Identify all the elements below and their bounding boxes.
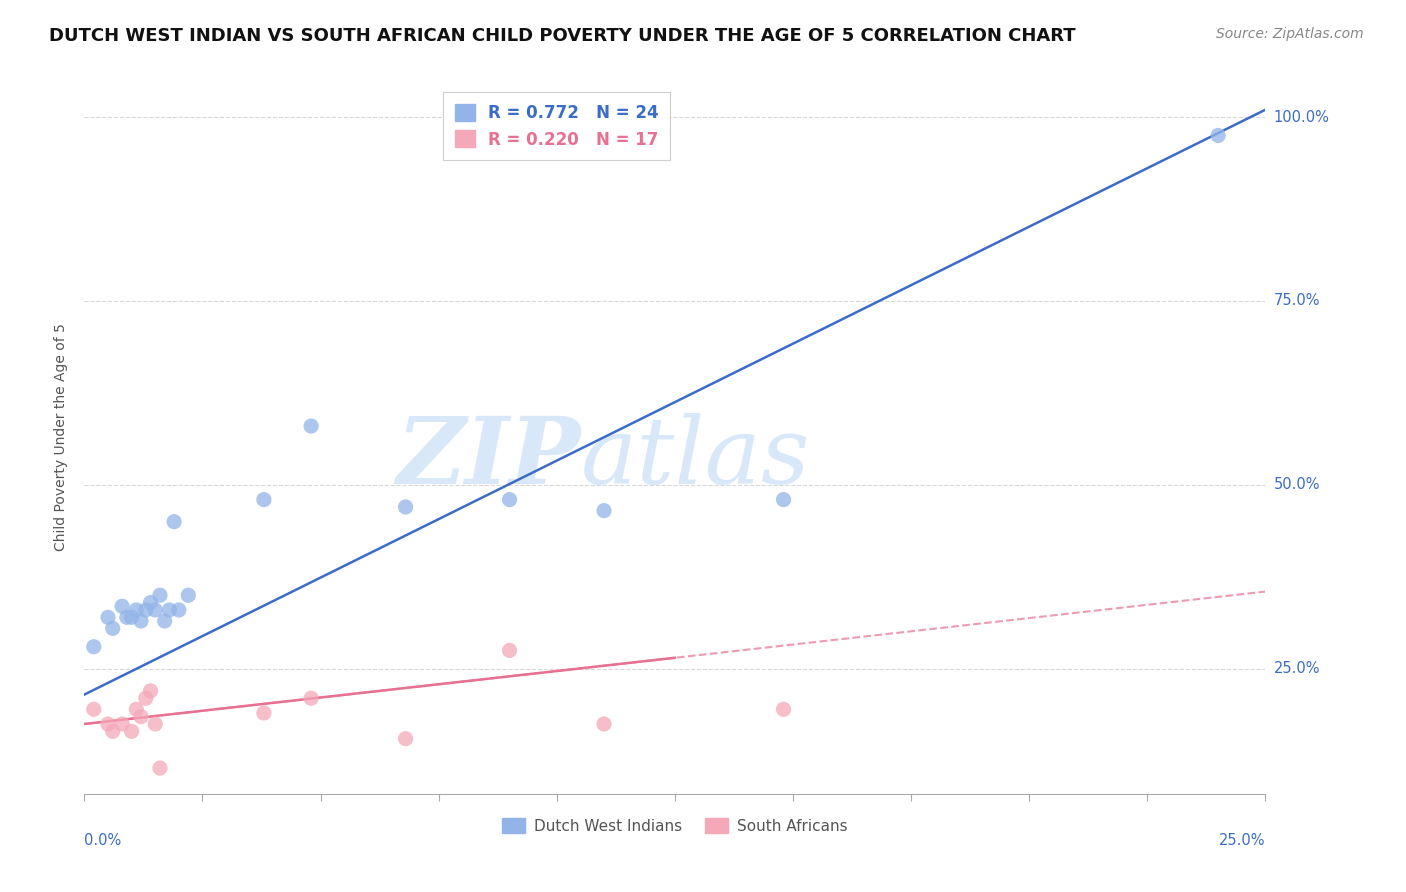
Point: [299, 419, 322, 434]
Y-axis label: Child Poverty Under the Age of 5: Child Poverty Under the Age of 5: [55, 323, 69, 551]
Point: [143, 717, 166, 731]
Point: [129, 614, 152, 628]
Text: Source: ZipAtlas.com: Source: ZipAtlas.com: [1216, 27, 1364, 41]
Point: [97, 717, 120, 731]
Point: [772, 492, 794, 507]
Point: [101, 724, 124, 739]
Point: [97, 610, 120, 624]
Point: [593, 717, 616, 731]
Point: [1206, 128, 1229, 143]
Point: [163, 515, 186, 529]
Point: [101, 621, 124, 635]
Text: 50.0%: 50.0%: [1274, 477, 1320, 492]
Point: [83, 702, 105, 716]
Text: ZIP: ZIP: [396, 414, 581, 503]
Point: [253, 492, 276, 507]
Point: [121, 724, 143, 739]
Point: [143, 603, 166, 617]
Point: [139, 684, 162, 698]
Point: [139, 596, 162, 610]
Point: [593, 503, 616, 517]
Point: [149, 761, 172, 775]
Text: 75.0%: 75.0%: [1274, 293, 1320, 309]
Point: [394, 731, 416, 746]
Point: [772, 702, 794, 716]
Text: 25.0%: 25.0%: [1219, 833, 1265, 848]
Point: [167, 603, 190, 617]
Point: [125, 603, 148, 617]
Point: [498, 643, 520, 657]
Point: [394, 500, 416, 514]
Point: [111, 599, 134, 614]
Point: [129, 709, 152, 723]
Text: 100.0%: 100.0%: [1274, 110, 1330, 125]
Point: [135, 691, 157, 706]
Point: [153, 614, 176, 628]
Point: [83, 640, 105, 654]
Text: 0.0%: 0.0%: [84, 833, 121, 848]
Point: [177, 588, 200, 602]
Point: [157, 603, 180, 617]
Text: DUTCH WEST INDIAN VS SOUTH AFRICAN CHILD POVERTY UNDER THE AGE OF 5 CORRELATION : DUTCH WEST INDIAN VS SOUTH AFRICAN CHILD…: [49, 27, 1076, 45]
Point: [135, 603, 157, 617]
Point: [115, 610, 138, 624]
Point: [253, 706, 276, 720]
Point: [498, 492, 520, 507]
Point: [125, 702, 148, 716]
Point: [111, 717, 134, 731]
Point: [299, 691, 322, 706]
Text: atlas: atlas: [581, 414, 810, 503]
Point: [121, 610, 143, 624]
Point: [149, 588, 172, 602]
Legend: Dutch West Indians, South Africans: Dutch West Indians, South Africans: [496, 812, 853, 839]
Text: 25.0%: 25.0%: [1274, 661, 1320, 676]
